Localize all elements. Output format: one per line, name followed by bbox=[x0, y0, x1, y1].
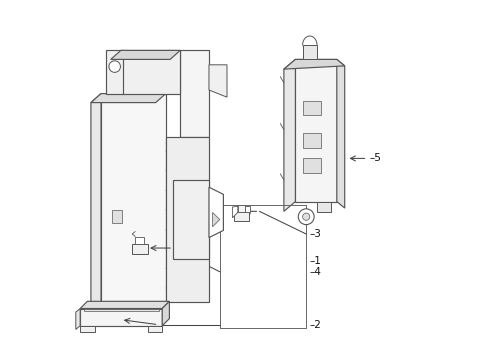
Polygon shape bbox=[303, 158, 320, 173]
Text: –1: –1 bbox=[310, 256, 321, 266]
Polygon shape bbox=[80, 301, 170, 309]
Polygon shape bbox=[91, 94, 166, 103]
Polygon shape bbox=[80, 309, 162, 326]
Polygon shape bbox=[84, 309, 159, 311]
Polygon shape bbox=[245, 206, 250, 212]
Polygon shape bbox=[162, 301, 170, 326]
Polygon shape bbox=[135, 237, 144, 244]
Circle shape bbox=[298, 209, 314, 225]
Polygon shape bbox=[238, 205, 245, 212]
Text: –2: –2 bbox=[310, 320, 321, 330]
Polygon shape bbox=[148, 326, 162, 332]
Polygon shape bbox=[284, 59, 345, 69]
Polygon shape bbox=[303, 45, 317, 59]
Polygon shape bbox=[166, 137, 209, 302]
Polygon shape bbox=[303, 101, 320, 115]
Text: –5: –5 bbox=[369, 153, 381, 163]
Polygon shape bbox=[91, 94, 101, 311]
Polygon shape bbox=[76, 309, 80, 329]
Polygon shape bbox=[112, 210, 122, 223]
Polygon shape bbox=[173, 180, 209, 259]
Polygon shape bbox=[132, 244, 148, 254]
Polygon shape bbox=[317, 202, 331, 212]
Polygon shape bbox=[284, 59, 295, 211]
Polygon shape bbox=[295, 59, 337, 202]
Text: –4: –4 bbox=[310, 267, 321, 277]
Circle shape bbox=[303, 213, 310, 220]
Polygon shape bbox=[232, 206, 238, 218]
Polygon shape bbox=[91, 302, 166, 311]
Polygon shape bbox=[80, 326, 95, 332]
Polygon shape bbox=[303, 133, 320, 148]
Polygon shape bbox=[121, 50, 180, 94]
Polygon shape bbox=[111, 50, 180, 59]
Polygon shape bbox=[106, 50, 122, 94]
Polygon shape bbox=[213, 212, 220, 227]
Polygon shape bbox=[180, 50, 209, 137]
Polygon shape bbox=[209, 187, 223, 238]
Text: –3: –3 bbox=[310, 229, 321, 239]
Polygon shape bbox=[209, 65, 227, 97]
Polygon shape bbox=[234, 212, 248, 221]
Polygon shape bbox=[101, 94, 166, 302]
Polygon shape bbox=[337, 59, 345, 208]
Circle shape bbox=[109, 61, 121, 72]
